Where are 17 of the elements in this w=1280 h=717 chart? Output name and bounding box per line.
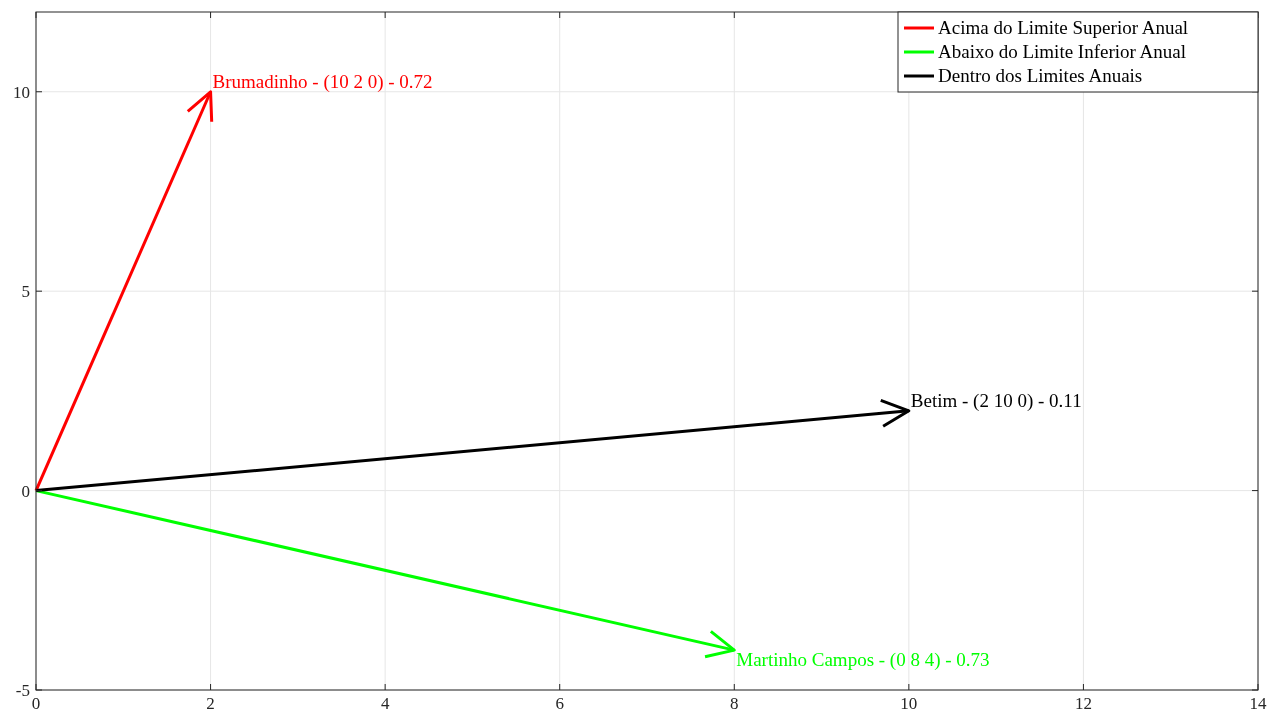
x-tick-label: 6 (555, 694, 564, 713)
y-tick-label: 10 (13, 82, 30, 102)
legend-label: Acima do Limite Superior Anual (938, 17, 1189, 38)
x-tick-label: 8 (730, 694, 739, 713)
x-tick-label: 2 (206, 694, 215, 713)
y-tick-label: 5 (21, 282, 30, 302)
x-tick-label: 10 (900, 694, 918, 713)
y-tick-label: -5 (15, 681, 30, 700)
legend-label: Dentro dos Limites Anuais (938, 65, 1143, 86)
x-tick-label: 12 (1074, 694, 1092, 713)
y-tick-label: 0 (21, 481, 30, 501)
annotation: Brumadinho - (10 2 0) - 0.72 (212, 70, 433, 93)
annotation: Martinho Campos - (0 8 4) - 0.73 (736, 649, 990, 672)
annotation: Betim - (2 10 0) - 0.11 (910, 389, 1082, 412)
legend-label: Abaixo do Limite Inferior Anual (938, 41, 1186, 62)
x-tick-label: 14 (1249, 694, 1267, 713)
x-tick-label: 4 (380, 694, 390, 713)
